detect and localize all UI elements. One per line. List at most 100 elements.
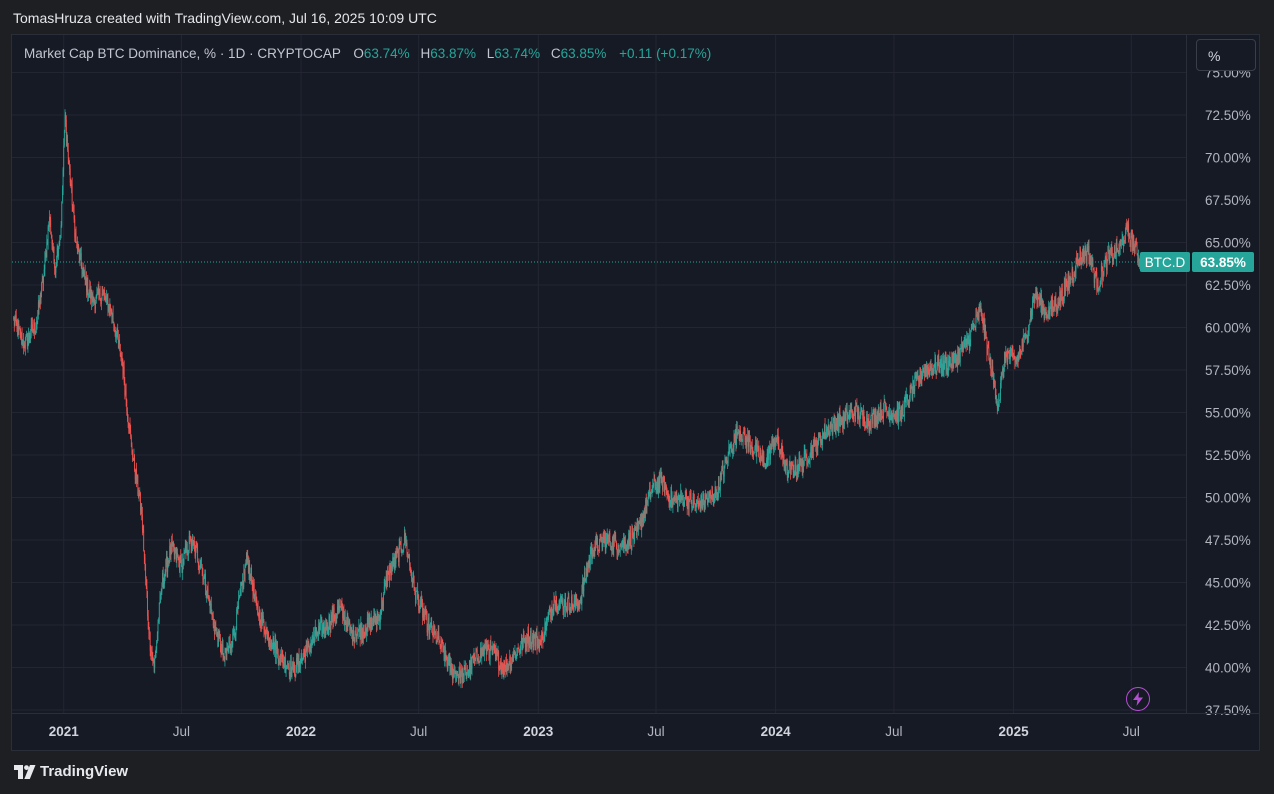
candle-body: [662, 480, 663, 490]
candle-body: [695, 506, 697, 508]
candle-body: [826, 429, 828, 431]
candle-body: [411, 572, 412, 579]
candle-body: [159, 595, 161, 603]
candle-body: [325, 619, 327, 634]
candle-body: [791, 462, 793, 464]
candle-body: [516, 648, 518, 656]
candle-body: [136, 475, 138, 484]
candle-body: [816, 447, 818, 454]
candle-body: [1090, 261, 1092, 265]
candle-body: [745, 435, 747, 448]
candle-body: [608, 539, 609, 543]
candle-body: [253, 583, 254, 596]
candle-body: [921, 372, 923, 379]
last-price-label: 63.85%: [1200, 255, 1246, 270]
candle-body: [1069, 275, 1070, 289]
candle-body: [261, 612, 263, 623]
candle-body: [577, 602, 579, 608]
candle-body: [686, 491, 687, 500]
candle-body: [413, 580, 415, 591]
candle-body: [1006, 353, 1007, 355]
candle-body: [386, 576, 388, 587]
candle-body: [880, 403, 882, 421]
candle-body: [26, 333, 28, 335]
price-chart[interactable]: 75.00%72.50%70.00%67.50%65.00%62.50%60.0…: [12, 35, 1259, 750]
lightning-icon[interactable]: [1126, 687, 1150, 711]
candle-body: [767, 453, 769, 460]
candle-body: [259, 610, 260, 619]
candle-body: [671, 490, 672, 501]
candle-body: [450, 664, 452, 671]
candle-body: [855, 406, 856, 422]
candle-body: [414, 590, 416, 592]
candle-body: [702, 493, 704, 508]
candle-body: [616, 545, 618, 553]
candle-body: [514, 652, 516, 654]
candle-body: [762, 456, 764, 461]
candle-body: [584, 572, 585, 583]
candle-body: [556, 610, 558, 611]
candle-body: [809, 453, 811, 461]
candle-body: [670, 490, 672, 504]
candle-body: [602, 539, 604, 543]
candle-body: [603, 536, 605, 543]
candle-body: [625, 548, 627, 551]
candle-body: [645, 499, 647, 513]
candle-body: [283, 661, 284, 667]
candle-body: [286, 667, 288, 669]
candle-body: [1048, 306, 1050, 319]
candle-body: [534, 634, 536, 646]
candle-body: [467, 672, 468, 674]
candle-body: [935, 372, 937, 373]
candle-body: [356, 633, 358, 640]
candle-body: [358, 625, 360, 630]
percent-scale-button[interactable]: %: [1196, 39, 1256, 71]
candle-body: [799, 458, 801, 465]
candle-body: [396, 550, 397, 554]
candle-body: [17, 324, 18, 336]
candle-body: [123, 366, 124, 375]
candle-body: [907, 394, 908, 401]
chart-legend[interactable]: Market Cap BTC Dominance, % · 1D · CRYPT…: [24, 46, 711, 61]
candle-body: [194, 545, 196, 557]
candle-body: [110, 310, 112, 311]
grid-layer: [12, 35, 1186, 713]
candle-body: [130, 436, 132, 447]
candle-body: [600, 535, 602, 537]
candle-body: [99, 289, 100, 295]
candle-body: [114, 324, 115, 331]
legend-low-value: 63.74%: [494, 46, 541, 61]
candle-body: [524, 639, 526, 647]
candle-body: [400, 544, 402, 552]
candle-body: [898, 408, 899, 424]
candle-body: [180, 559, 182, 566]
candle-body: [788, 470, 790, 472]
candle-body: [60, 225, 62, 236]
chart-pane[interactable]: 75.00% 72.50% 70.00% 67.50% 65.00% 62.50% 60.0…: [11, 34, 1260, 751]
candle-body: [260, 624, 262, 627]
candle-body: [578, 607, 580, 610]
candle-body: [869, 421, 871, 430]
candle-body: [614, 535, 616, 540]
candle-body: [420, 597, 422, 605]
tradingview-brand[interactable]: TradingView: [14, 763, 128, 780]
candle-body: [1130, 231, 1132, 248]
candle-body: [991, 366, 993, 376]
candle-body: [924, 366, 926, 374]
candle-body: [744, 432, 746, 443]
candle-body: [322, 626, 323, 637]
candle-body: [255, 592, 256, 596]
candle-body: [756, 444, 758, 457]
candle-body: [619, 543, 621, 552]
candle-body: [428, 617, 430, 635]
candle-body: [448, 657, 449, 661]
candle-body: [71, 184, 72, 187]
candle-body: [632, 530, 633, 535]
candle-body: [420, 597, 422, 601]
candle-body: [946, 357, 948, 372]
candle-body: [331, 614, 332, 623]
candle-body: [699, 503, 700, 505]
candle-body: [647, 500, 648, 504]
candle-body: [309, 646, 311, 652]
candle-body: [1076, 258, 1078, 263]
